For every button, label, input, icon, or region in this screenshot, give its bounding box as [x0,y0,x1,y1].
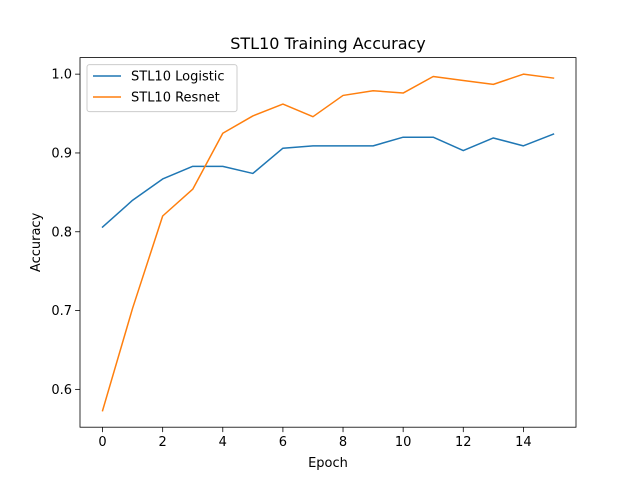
y-tick-label: 0.7 [51,304,72,319]
ticks-layer: 0 2 4 6 8 10 12 14 0.6 0.7 0.8 0.9 1.0 [51,68,531,451]
series-line-stl10-logistic [101,133,555,229]
x-axis-label: Epoch [308,456,348,471]
y-tick-label: 0.9 [51,146,72,161]
x-tick-label: 4 [219,435,227,450]
series-layer [101,73,555,412]
series-line-stl10-resnet [101,73,555,412]
plot-frame [79,57,577,428]
x-tick-label: 2 [159,435,167,450]
y-tick-label: 1.0 [51,68,72,83]
y-tick-label: 0.8 [51,225,72,240]
x-tick-label: 8 [339,435,347,450]
y-tick-label: 0.6 [51,383,72,398]
x-tick-label: 6 [279,435,287,450]
x-tick-label: 10 [395,435,412,450]
legend-label-logistic: STL10 Logistic [131,70,225,85]
legend-label-resnet: STL10 Resnet [131,91,220,106]
legend-frame [86,64,238,113]
plot-area [80,57,576,428]
chart-title: STL10 Training Accuracy [230,34,426,53]
x-tick-label: 14 [515,435,532,450]
legend: STL10 Logistic STL10 Resnet [86,64,238,113]
x-tick-label: 12 [455,435,472,450]
y-axis-label: Accuracy [29,212,44,272]
x-tick-label: 0 [98,435,106,450]
